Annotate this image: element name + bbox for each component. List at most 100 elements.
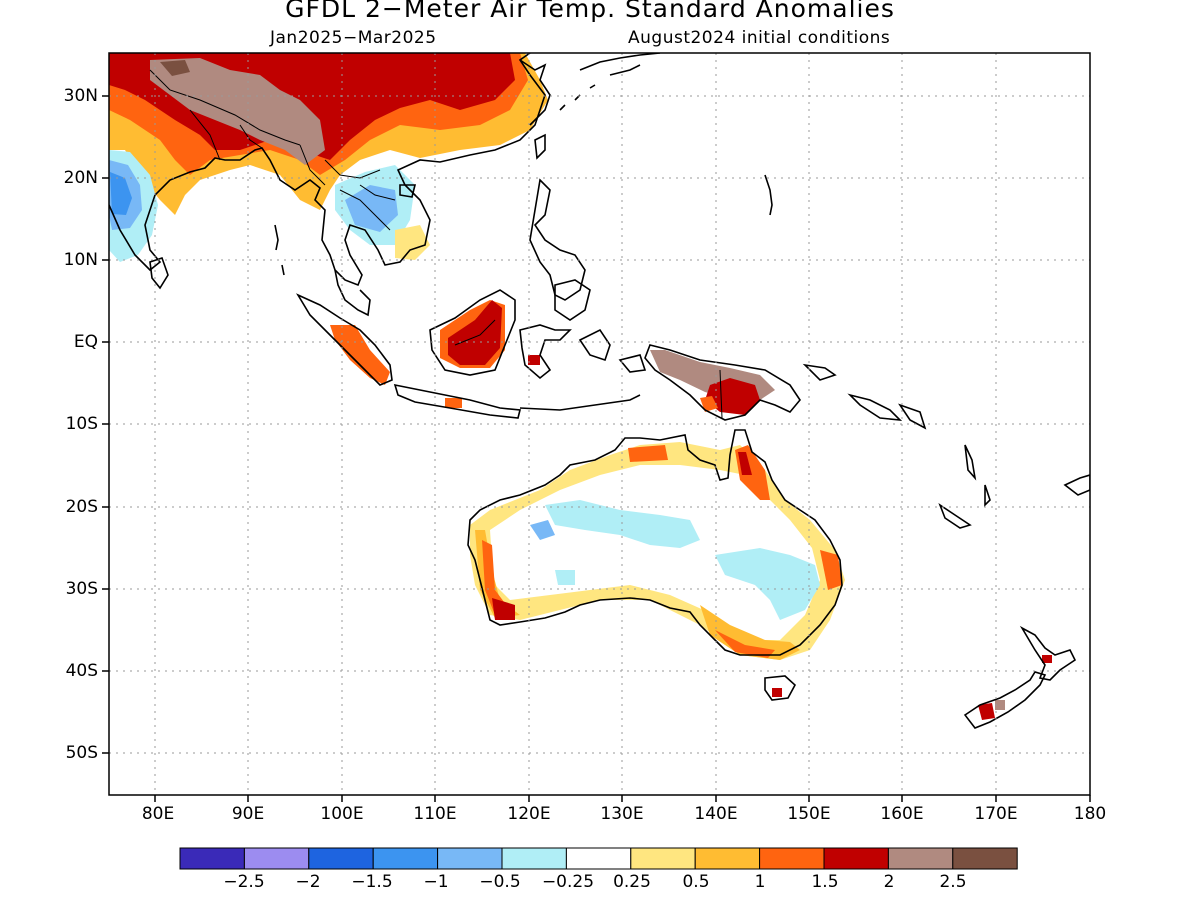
- asia-coastline: [109, 53, 546, 287]
- lat-label-30n: 30N: [63, 86, 98, 106]
- lat-label-30s: 30S: [65, 579, 98, 599]
- colorbar-swatch: [437, 847, 503, 870]
- india-coldest-anomaly: [110, 172, 132, 215]
- lon-label-120e: 120E: [507, 804, 551, 824]
- lat-label-20n: 20N: [63, 168, 98, 188]
- colorbar-label: 1: [754, 872, 766, 892]
- lat-label-40s: 40S: [65, 661, 98, 681]
- colorbar-swatch: [243, 847, 310, 870]
- colorbar-swatch: [694, 847, 761, 870]
- lat-label-20s: 20S: [65, 497, 98, 517]
- colorbar-swatch: [372, 847, 439, 870]
- australia-southwest-peak-anomaly: [492, 598, 515, 620]
- australia-coastline: [467, 429, 843, 656]
- colorbar-swatch: [179, 847, 245, 870]
- lon-label-140e: 140E: [694, 804, 738, 824]
- colorbar-swatch: [308, 847, 374, 870]
- lon-label-110e: 110E: [413, 804, 457, 824]
- colorbar-label: 2: [883, 872, 895, 892]
- lat-label-50s: 50S: [65, 743, 98, 763]
- solomon-islands-coastline: [847, 393, 927, 430]
- lat-label-eq: EQ: [73, 332, 98, 352]
- hainan-coastline: [399, 184, 417, 198]
- colorbar-swatch: [887, 847, 954, 870]
- new-zealand-north-coastline: [1019, 625, 1077, 681]
- sulawesi-coastline: [519, 324, 572, 380]
- sulawesi-hot-anomaly: [528, 355, 540, 365]
- new-zealand-south-coastline: [963, 671, 1047, 729]
- country-borders: [149, 69, 723, 419]
- borneo-hot-anomaly: [448, 300, 502, 365]
- lat-label-10s: 10S: [65, 414, 98, 434]
- colorbar-label: 0.25: [613, 872, 651, 892]
- java-warm-anomaly: [445, 398, 462, 408]
- colorbar-label: −2.5: [223, 872, 265, 892]
- mindanao-coastline: [554, 279, 591, 321]
- lon-label-180: 180: [1073, 804, 1107, 824]
- lat-label-10n: 10N: [63, 250, 98, 270]
- forecast-period: Jan2025−Mar2025: [270, 28, 437, 48]
- borneo-coastline: [429, 289, 516, 376]
- australia-colder-anomaly: [530, 520, 555, 540]
- lon-label-170e: 170E: [974, 804, 1018, 824]
- colorbar-label: −0.25: [541, 872, 595, 892]
- borneo-border: [454, 319, 496, 346]
- colorbar-label: 1.5: [811, 872, 839, 892]
- australia-east-cool-anomaly: [715, 548, 820, 620]
- colorbar-label: −2: [295, 872, 321, 892]
- myanmar-border: [299, 144, 381, 186]
- new-guinea-hot-anomaly: [705, 378, 760, 415]
- vanuatu-coastline: [964, 444, 991, 507]
- indochina-border: [339, 184, 396, 231]
- lon-label-90e: 90E: [231, 804, 265, 824]
- fiji-coastline: [1063, 474, 1090, 496]
- ryukyu-islands-coastline: [559, 84, 596, 111]
- australia-coast-hot-anomaly: [820, 550, 842, 590]
- australia-east-hot-anomaly: [738, 452, 752, 475]
- mariana-islands-coastline: [764, 174, 773, 216]
- colorbar-label: −0.5: [479, 872, 521, 892]
- map-title: GFDL 2−Meter Air Temp. Standard Anomalie…: [285, 0, 895, 23]
- australia-west-cool-anomaly: [555, 570, 575, 585]
- colorbar-swatch: [952, 847, 1018, 870]
- new-guinea-warm-anomaly: [700, 396, 718, 412]
- sumatra-coastline: [295, 293, 393, 386]
- china-coast-detail: [519, 59, 551, 126]
- colorbar-swatch: [565, 847, 632, 870]
- maluku-coastline: [578, 328, 647, 373]
- lon-label-150e: 150E: [787, 804, 831, 824]
- taiwan-coastline: [534, 133, 546, 160]
- colorbar-swatch: [501, 847, 567, 870]
- new-zealand-extreme-anomaly: [995, 700, 1005, 710]
- india-border: [189, 109, 263, 161]
- colorbar: [179, 847, 1018, 870]
- andaman-islands-coastline: [274, 224, 285, 276]
- new-caledonia-coastline: [938, 502, 972, 529]
- map-layer: [109, 53, 1090, 795]
- colorbar-swatch: [823, 847, 889, 870]
- new-guinea-coastline: [644, 344, 801, 421]
- colorbar-label: −1.5: [351, 872, 393, 892]
- philippines-coastline: [529, 178, 586, 301]
- new-guinea-border: [719, 369, 723, 419]
- australia-southeast-hot-anomaly: [715, 630, 775, 658]
- lesser-sunda-coastline: [519, 394, 641, 411]
- sumatra-warm-anomaly: [330, 325, 390, 385]
- lon-label-80e: 80E: [141, 804, 175, 824]
- lon-label-100e: 100E: [320, 804, 364, 824]
- australia-north-hot-anomaly: [628, 445, 668, 462]
- himalaya-border: [149, 69, 301, 146]
- tasmania-hot-anomaly: [772, 688, 782, 697]
- new-zealand-hot-anomaly: [978, 655, 1052, 720]
- australia-southwest-hot-anomaly: [482, 540, 510, 615]
- colorbar-swatch: [759, 847, 825, 870]
- tibet-peak-anomaly: [160, 60, 190, 76]
- java-coastline: [393, 383, 522, 419]
- malay-peninsula-coastline: [334, 269, 371, 317]
- indochina-colder-anomaly: [345, 185, 398, 232]
- new-britain-coastline: [802, 363, 837, 381]
- australia-southeast-warmer-anomaly: [700, 605, 800, 660]
- colorbar-swatch: [630, 847, 696, 870]
- colorbar-label: 2.5: [939, 872, 967, 892]
- initial-conditions: August2024 initial conditions: [628, 28, 891, 48]
